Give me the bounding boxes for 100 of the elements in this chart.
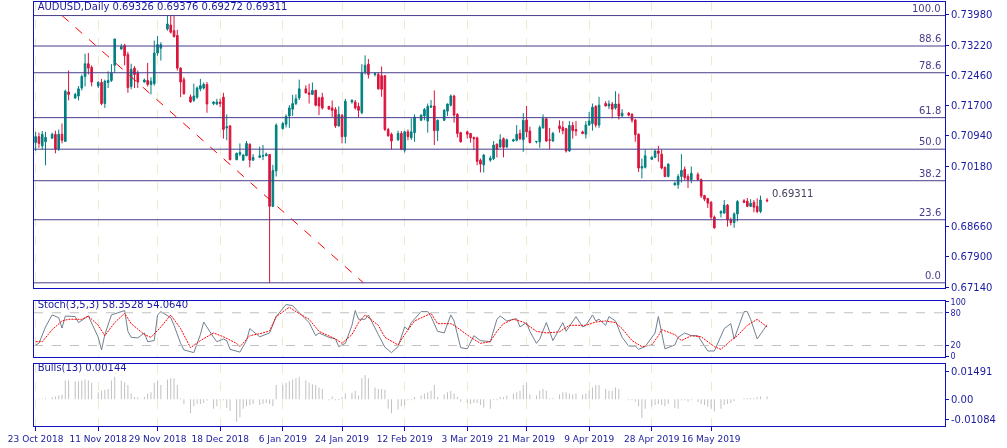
candlestick xyxy=(518,128,522,141)
candlestick xyxy=(505,138,509,149)
candlestick xyxy=(653,148,657,159)
candlestick xyxy=(120,43,123,50)
candlestick xyxy=(409,117,413,141)
candlestick xyxy=(96,80,100,89)
candlestick xyxy=(373,71,377,77)
x-tick-label: 16 May 2019 xyxy=(681,433,741,444)
candlestick xyxy=(614,90,617,111)
candlestick xyxy=(690,166,693,184)
candlestick xyxy=(350,98,354,105)
candlestick xyxy=(492,140,495,161)
candlestick xyxy=(722,199,726,215)
candlestick xyxy=(495,142,499,158)
x-tick-label: 3 Mar 2019 xyxy=(441,433,494,444)
y-tick-label: 0 xyxy=(950,352,956,362)
candlestick xyxy=(390,132,393,150)
candlestick xyxy=(357,102,360,118)
chart-title: AUDUSD,Daily 0.69326 0.69376 0.69272 0.69311 xyxy=(37,1,288,13)
candlestick xyxy=(133,65,136,89)
x-tick-label: 11 Nov 2018 xyxy=(69,433,128,444)
ref-line-label: 61.8 xyxy=(919,105,942,116)
ref-line-label: 0.0 xyxy=(925,270,941,281)
ref-line-label: 78.6 xyxy=(919,60,942,71)
candlestick xyxy=(597,96,601,129)
candlestick xyxy=(297,79,301,101)
candlestick xyxy=(166,15,169,32)
y-tick-label: 0.67140 xyxy=(951,281,993,293)
y-tick-label: 80 xyxy=(950,308,961,318)
candlestick xyxy=(498,133,502,149)
candlestick xyxy=(205,81,209,114)
candlestick xyxy=(189,93,192,104)
x-tick-label: 12 Feb 2019 xyxy=(376,433,433,444)
y-tick-label: 20 xyxy=(950,341,961,351)
candlestick xyxy=(63,89,67,143)
candlestick xyxy=(742,198,746,204)
candlestick xyxy=(574,120,578,137)
candlestick xyxy=(245,140,248,157)
y-tick-label: 0.00 xyxy=(951,393,974,405)
candlestick xyxy=(759,195,762,214)
candlestick xyxy=(67,70,70,101)
x-tick-label: 23 Oct 2018 xyxy=(7,433,64,444)
candlestick xyxy=(143,77,146,83)
candlestick xyxy=(311,81,314,96)
candlestick xyxy=(426,103,430,134)
candlestick xyxy=(261,144,265,161)
y-tick-label: 0.68660 xyxy=(951,221,993,233)
candlestick xyxy=(502,136,505,158)
ref-line-label: 38.2 xyxy=(919,168,942,179)
candlestick xyxy=(215,98,219,106)
y-tick-label: 0.70180 xyxy=(951,160,993,172)
candlestick xyxy=(551,131,555,143)
candlestick xyxy=(225,113,229,141)
y-tick-label: 0.67900 xyxy=(951,251,993,263)
ref-line-label: 88.6 xyxy=(919,33,942,44)
y-tick-label: 0.73980 xyxy=(951,9,993,21)
candlestick xyxy=(413,113,416,143)
y-tick-label: 0.70940 xyxy=(951,130,993,142)
candlestick xyxy=(136,70,140,89)
candlestick xyxy=(482,153,486,173)
y-tick-label: 100 xyxy=(950,297,966,307)
candlestick xyxy=(571,121,574,140)
candlestick xyxy=(37,132,41,149)
candlestick xyxy=(746,197,749,208)
candlestick xyxy=(222,92,225,140)
x-tick-label: 28 Apr 2019 xyxy=(623,433,680,444)
candlestick xyxy=(607,99,611,110)
candlestick xyxy=(192,83,196,103)
candlestick xyxy=(581,130,584,135)
ref-line-label: 23.6 xyxy=(919,207,942,218)
candlestick xyxy=(604,100,607,107)
x-tick-label: 21 Mar 2019 xyxy=(498,433,556,444)
candlestick xyxy=(50,132,54,140)
candlestick xyxy=(521,112,525,153)
candlestick xyxy=(620,108,624,118)
candlestick xyxy=(594,104,598,128)
x-tick-label: 24 Jan 2019 xyxy=(315,433,370,444)
candlestick xyxy=(403,130,406,154)
candlestick xyxy=(465,131,469,140)
candlestick xyxy=(100,78,103,106)
candlestick xyxy=(752,199,756,213)
y-tick-label: 0.01491 xyxy=(951,365,993,377)
candlestick xyxy=(340,113,344,144)
candlestick xyxy=(238,142,242,157)
ref-line-label: 100.0 xyxy=(912,3,941,14)
candlestick xyxy=(228,124,232,161)
x-tick-label: 18 Dec 2018 xyxy=(191,433,250,444)
candlestick xyxy=(666,162,670,178)
x-tick-label: 29 Nov 2018 xyxy=(128,433,187,444)
candlestick xyxy=(83,53,87,87)
x-tick-label: 6 Jan 2019 xyxy=(258,433,308,444)
candlestick xyxy=(344,98,347,144)
candlestick xyxy=(617,93,621,121)
candlestick xyxy=(307,83,311,105)
candlestick xyxy=(558,119,561,134)
x-tick-label: 9 Apr 2019 xyxy=(564,433,615,444)
chart-title: Bulls(13) 0.00144 xyxy=(37,362,127,374)
candlestick xyxy=(258,146,261,159)
candlestick xyxy=(433,89,436,146)
annotation: 0.69311 xyxy=(772,188,814,199)
